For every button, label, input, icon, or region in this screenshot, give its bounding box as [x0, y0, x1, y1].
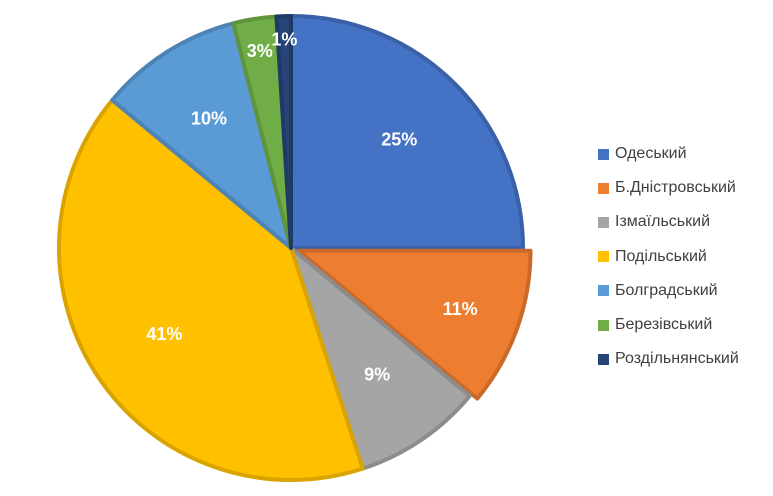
pie-slice-1: [289, 14, 525, 250]
legend-swatch: [598, 353, 609, 365]
legend-label: Роздільнянський: [615, 350, 739, 368]
legend-item-4: Подільський: [598, 240, 739, 274]
pie-data-labels: 25% 11% 9% 41% 10% 3%1%: [146, 29, 477, 384]
pie-slice-4: [57, 98, 365, 482]
legend-item-3: Ізмаїльський: [598, 205, 739, 239]
data-label-5: 10%: [191, 109, 227, 129]
legend-item-2: Б.Дністровський: [598, 171, 739, 205]
legend-label: Б.Дністровський: [615, 179, 736, 197]
data-label-2: 11%: [443, 299, 478, 319]
legend-swatch: [598, 285, 609, 297]
data-label-3: 9%: [364, 365, 390, 385]
legend-swatch: [598, 182, 609, 194]
pie-slices: [57, 14, 533, 482]
legend-swatch: [598, 216, 609, 228]
legend-item-5: Болградський: [598, 274, 739, 308]
legend: Одеський Б.Дністровський Ізмаїльський Поділ…: [598, 137, 739, 376]
legend-item-1: Одеський: [598, 137, 739, 171]
legend-label: Одеський: [615, 145, 687, 163]
legend-swatch: [598, 319, 609, 331]
pie-slice-7: [274, 14, 293, 250]
data-label-7: 1%: [271, 29, 297, 49]
legend-item-6: Березівський: [598, 308, 739, 342]
legend-item-7: Роздільнянський: [598, 342, 739, 376]
pie-slice-3: [289, 246, 472, 471]
legend-label: Подільський: [615, 247, 707, 265]
pie-slice-2: [296, 248, 533, 401]
data-label-1: 25%: [381, 130, 417, 150]
legend-label: Болградський: [615, 281, 718, 299]
data-label-4: 41%: [146, 324, 182, 344]
legend-swatch: [598, 148, 609, 160]
legend-label: Березівський: [615, 316, 713, 334]
legend-swatch: [598, 251, 609, 263]
data-label-6: 3%: [247, 41, 273, 61]
legend-label: Ізмаїльський: [615, 213, 711, 231]
